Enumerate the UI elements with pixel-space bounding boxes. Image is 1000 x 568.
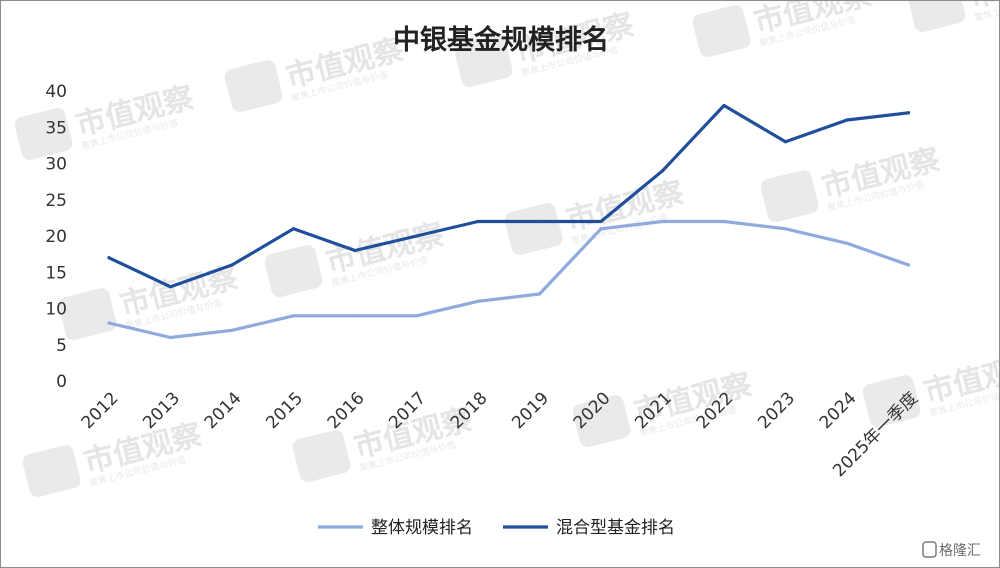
series-line-2 [107,103,911,289]
y-tick-label: 30 [45,155,67,175]
legend-label-2: 混合型基金排名 [556,518,675,538]
y-tick-label: 40 [45,82,67,102]
series-1-point [476,299,480,303]
source-badge-icon [922,541,937,558]
series-1-point [168,335,173,340]
series-1-point [660,219,665,224]
y-tick-label: 20 [45,227,67,247]
watermark-logo-icon [292,430,351,482]
series-line-1 [107,219,911,340]
legend-label-1: 整体规模排名 [371,518,473,538]
y-tick-label: 5 [56,336,67,356]
series-2-point [230,263,234,267]
y-tick-label: 10 [45,300,67,320]
watermark-logo-icon [862,375,921,427]
x-tick-label: 2024 [816,388,861,433]
x-tick-label: 2012 [78,388,123,433]
watermark-layer: 市值观察聚焦上市公司价值与价值市值观察聚焦上市公司价值与价值市值观察聚焦上市公司… [14,1,999,497]
x-tick-label: 2015 [262,388,307,433]
series-2-point [414,234,419,238]
y-axis-ticks: 0 5 10 15 20 25 30 35 40 [45,82,67,392]
series-2-point [168,285,173,289]
series-2-point [537,219,542,224]
series-1-point [414,314,419,318]
series-2-point [660,169,665,173]
series-2-point [906,111,911,115]
series-1-point [906,263,911,267]
series-1-point [353,314,357,318]
watermark-logo-icon [760,170,819,222]
x-tick-label: 2014 [201,388,246,433]
source-badge-text: 格隆汇 [939,543,981,559]
x-tick-label: 2023 [754,388,799,433]
series-2-point [476,219,480,224]
y-tick-label: 25 [45,191,67,211]
series-2-point [353,248,357,253]
series-1-point [230,328,234,332]
x-axis-ticks: 2012 2013 2014 2015 2016 2017 2018 2019 2020 2021… [78,388,922,481]
watermark-logo-icon [224,60,283,112]
series-2-point [107,256,111,260]
series-1-point [107,321,111,325]
series-1-point [722,219,726,224]
series-1-point [845,241,849,245]
series-1-point [783,227,788,231]
series-2-point [722,103,726,108]
watermark-logo-icon [504,203,563,255]
legend: 整体规模排名 混合型基金排名 [318,518,675,538]
watermark-logo-icon [572,395,631,447]
watermark-logo-icon [264,245,323,297]
watermark-logo-icon [692,5,751,57]
series-2-point [291,227,296,231]
y-tick-label: 35 [45,118,67,138]
x-tick-label: 2019 [508,388,553,433]
series-lines [107,103,911,340]
series-2-point [783,140,788,144]
watermark-logo-icon [14,108,73,160]
source-badge: 格隆汇 [922,541,981,559]
series-2-point [599,219,603,224]
watermark-logo-icon [454,35,513,87]
y-tick-label: 0 [56,372,67,392]
watermark-logo-icon [22,445,81,497]
y-tick-label: 15 [45,263,67,283]
series-2-point [845,118,849,122]
series-1-point [537,292,542,296]
series-1-point [599,227,603,231]
x-tick-label: 2016 [324,388,369,433]
chart-title: 中银基金规模排名 [393,24,609,56]
series-1-point [291,314,296,318]
watermark-logo-icon [58,288,117,340]
watermark-logo-icon [907,1,966,32]
